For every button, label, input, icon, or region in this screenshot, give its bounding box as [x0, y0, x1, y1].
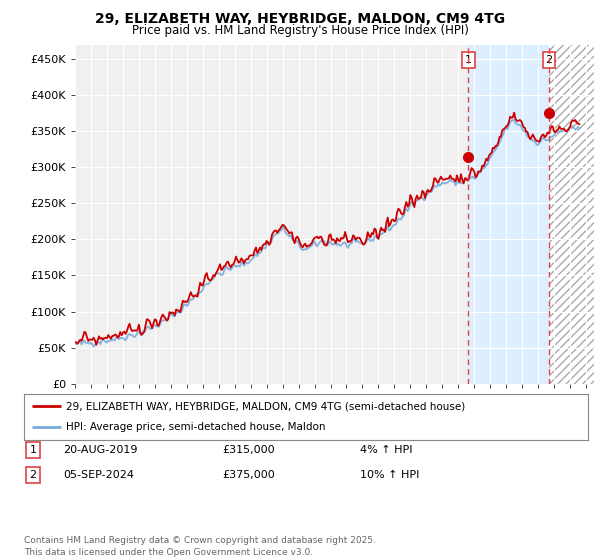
Text: Price paid vs. HM Land Registry's House Price Index (HPI): Price paid vs. HM Land Registry's House …	[131, 24, 469, 36]
Text: 29, ELIZABETH WAY, HEYBRIDGE, MALDON, CM9 4TG: 29, ELIZABETH WAY, HEYBRIDGE, MALDON, CM…	[95, 12, 505, 26]
Text: 10% ↑ HPI: 10% ↑ HPI	[360, 470, 419, 480]
Text: HPI: Average price, semi-detached house, Maldon: HPI: Average price, semi-detached house,…	[66, 422, 326, 432]
Text: 29, ELIZABETH WAY, HEYBRIDGE, MALDON, CM9 4TG (semi-detached house): 29, ELIZABETH WAY, HEYBRIDGE, MALDON, CM…	[66, 401, 466, 411]
Text: £315,000: £315,000	[222, 445, 275, 455]
Text: 4% ↑ HPI: 4% ↑ HPI	[360, 445, 413, 455]
Text: 05-SEP-2024: 05-SEP-2024	[63, 470, 134, 480]
Bar	[549, 45, 594, 384]
Bar	[469, 45, 549, 384]
Bar	[549, 45, 594, 384]
Text: 20-AUG-2019: 20-AUG-2019	[63, 445, 137, 455]
Text: 1: 1	[465, 55, 472, 65]
Text: 1: 1	[29, 445, 37, 455]
Text: 2: 2	[545, 55, 553, 65]
Text: £375,000: £375,000	[222, 470, 275, 480]
Text: Contains HM Land Registry data © Crown copyright and database right 2025.
This d: Contains HM Land Registry data © Crown c…	[24, 536, 376, 557]
Text: 2: 2	[29, 470, 37, 480]
